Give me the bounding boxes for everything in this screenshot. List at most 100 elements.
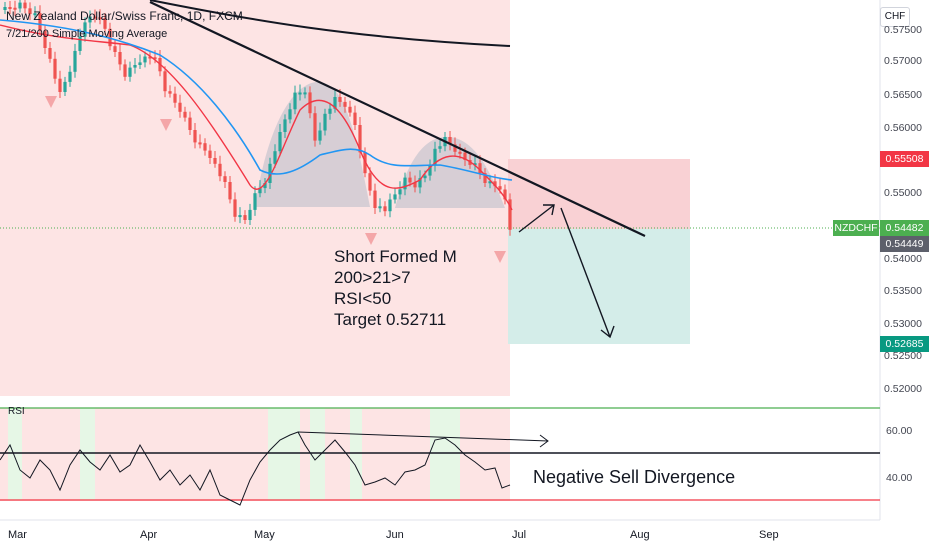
candle-body: [128, 67, 132, 77]
candle-body: [463, 152, 467, 160]
indicator-title[interactable]: 7/21/200 Simple Moving Average: [6, 28, 168, 40]
candle-body: [438, 146, 442, 149]
candle-body: [433, 148, 437, 166]
candle-body: [493, 181, 497, 187]
candle-body: [373, 190, 377, 208]
annotation-line: Short Formed M: [334, 247, 457, 266]
candle-body: [423, 175, 427, 179]
candle-body: [253, 193, 257, 210]
take-profit-zone[interactable]: [508, 229, 690, 344]
candle-body: [498, 186, 502, 190]
currency-button[interactable]: CHF: [880, 7, 910, 27]
candle-body: [178, 102, 182, 112]
candle-body: [428, 165, 432, 176]
candle-body: [213, 158, 217, 164]
sma200-line: [149, 0, 511, 47]
candle-body: [33, 13, 37, 16]
price-tick: 0.52000: [884, 383, 922, 395]
candle-body: [188, 117, 192, 130]
candle-body: [473, 163, 477, 166]
descending-trendline[interactable]: [149, 1, 646, 237]
stop-loss-zone[interactable]: [508, 159, 690, 229]
price-tick: 0.56500: [884, 89, 922, 101]
moving-average-lines: [0, 19, 513, 211]
rsi-overbought-zone: [8, 408, 22, 500]
divergence-note[interactable]: Negative Sell Divergence: [533, 467, 736, 487]
candle-body: [258, 188, 262, 194]
candle-body: [223, 176, 227, 182]
projected-drop-arrow[interactable]: [560, 207, 611, 338]
candle-body: [483, 173, 487, 183]
candle-body: [448, 137, 452, 145]
candle-body: [93, 16, 97, 19]
candle-body: [358, 125, 362, 153]
candle-body: [303, 92, 307, 95]
candle-body: [153, 57, 157, 60]
rsi-line: [0, 431, 511, 506]
candle-body: [403, 177, 407, 190]
candle-body: [503, 189, 507, 200]
annotation-line: Target 0.52711: [334, 310, 447, 329]
symbol-title[interactable]: New Zealand Dollar/Swiss Franc, 1D, FXCM: [6, 9, 243, 23]
current-price-tag: 0.54449: [880, 236, 929, 252]
candle-body: [263, 183, 267, 189]
candle-body: [138, 62, 142, 65]
candle-body: [458, 151, 462, 154]
candle-body: [318, 130, 322, 141]
rsi-divergence-arrowhead: [539, 434, 549, 448]
candle-body: [8, 7, 12, 9]
candle-body: [83, 22, 87, 37]
candle-body: [283, 119, 287, 132]
rsi-overbought-zone: [350, 408, 362, 500]
candle-body: [328, 108, 332, 114]
price-tick: 0.57500: [884, 24, 922, 36]
candle-body: [368, 173, 372, 191]
month-label: Sep: [759, 529, 779, 541]
projected-bounce-arrowhead: [543, 204, 555, 216]
candle-body: [228, 182, 232, 200]
candle-body: [168, 91, 172, 94]
sell-signal-marker: [45, 96, 57, 108]
candle-body: [113, 46, 117, 52]
month-label: Apr: [140, 529, 158, 541]
rsi-divergence-line[interactable]: [297, 431, 549, 442]
candle-body: [233, 199, 237, 217]
sell-signal-marker: [494, 251, 506, 263]
rsi-label[interactable]: RSI: [8, 406, 25, 417]
sell-signal-marker: [160, 119, 172, 131]
candle-body: [58, 78, 62, 92]
candle-body: [488, 181, 492, 184]
candle-body: [508, 199, 512, 230]
price-tick: 0.56000: [884, 122, 922, 134]
candle-body: [88, 16, 92, 23]
candle-body: [63, 81, 67, 92]
price-tick: 0.55000: [884, 187, 922, 199]
sma21-line: [0, 19, 513, 181]
candle-body: [248, 209, 252, 220]
candle-body: [23, 2, 27, 9]
candle-body: [133, 65, 137, 68]
candle-body: [208, 150, 212, 158]
target-price-tag: 0.52685: [880, 336, 929, 352]
candlestick-series: [3, 0, 512, 236]
projected-drop-arrowhead: [600, 325, 615, 339]
candle-body: [418, 178, 422, 188]
price-tick: 0.53000: [884, 318, 922, 330]
price-tick: 0.54000: [884, 253, 922, 265]
candle-body: [388, 199, 392, 212]
m-pattern-right-hump: [395, 136, 505, 208]
candle-body: [398, 189, 402, 195]
candle-body: [413, 182, 417, 188]
candle-body: [173, 93, 177, 103]
candle-body: [218, 163, 222, 177]
projected-bounce-arrow[interactable]: [518, 204, 555, 233]
sma7-line: [0, 24, 513, 211]
candle-body: [43, 30, 47, 48]
rsi-tick: 40.00: [886, 472, 913, 484]
candle-body: [363, 152, 367, 174]
rsi-overbought-zone: [268, 408, 300, 500]
trade-annotation[interactable]: Short Formed M 200>21>7 RSI<50 Target 0.…: [334, 246, 457, 330]
candle-body: [348, 106, 352, 113]
